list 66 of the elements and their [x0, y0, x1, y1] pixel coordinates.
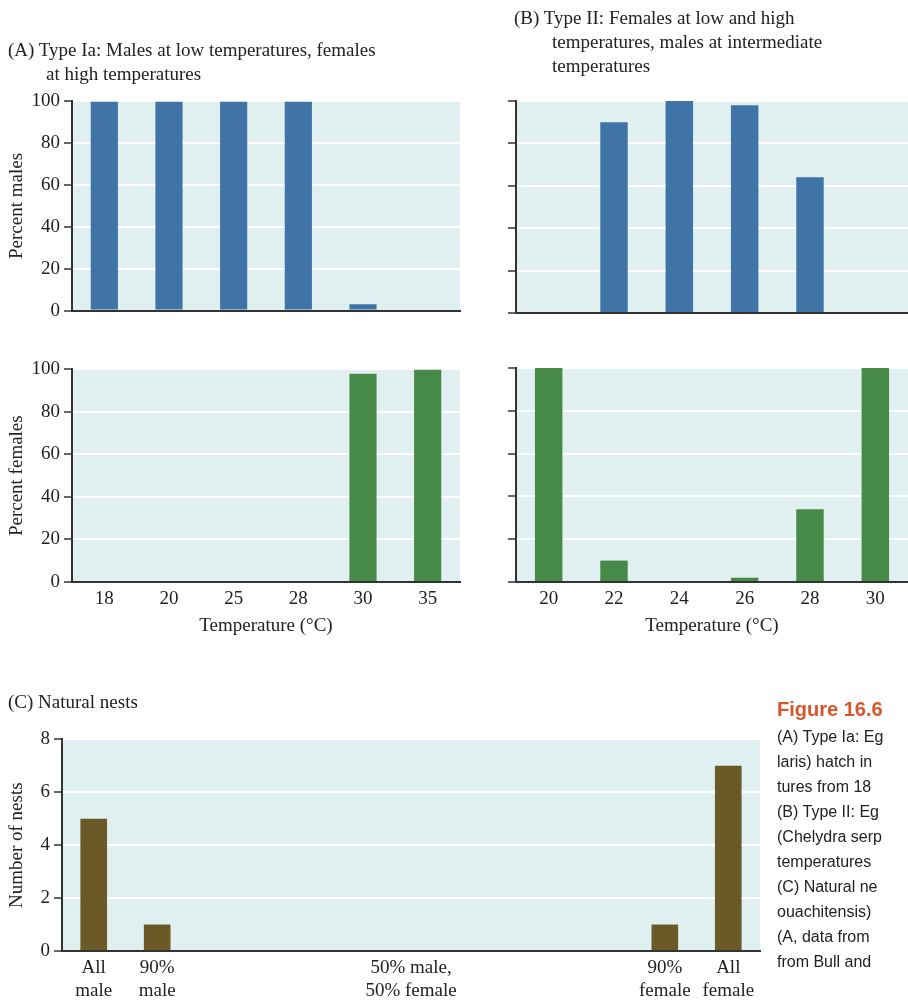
y-tick-label: 0 — [50, 569, 60, 591]
x-axis-title: Temperature (°C) — [199, 613, 333, 636]
bar — [143, 924, 171, 950]
text: (C) Natural ne — [777, 877, 879, 897]
x-tick-label: 90% female — [638, 956, 691, 1001]
text: (B) Type II: Eg — [777, 802, 880, 822]
x-tick-label: 28 — [800, 587, 820, 609]
bar — [600, 560, 628, 581]
x-tick-label: 90% male — [138, 956, 176, 1001]
x-tick-label: 22 — [604, 587, 624, 609]
chart-title: (C) Natural nests — [8, 690, 139, 714]
x-tick-label: All male — [75, 956, 113, 1001]
bar — [730, 577, 759, 581]
x-axis-title: Temperature (°C) — [645, 613, 779, 636]
y-tick-label: 20 — [41, 527, 60, 549]
text: temperatures — [777, 852, 873, 872]
text: tures from 18 — [777, 777, 873, 797]
x-tick-label: 50% male, 50% female — [365, 956, 457, 1001]
text: (Chelydra serp — [777, 827, 883, 847]
y-tick-label: 8 — [40, 727, 50, 749]
x-tick-label: 30 — [353, 587, 373, 609]
bar — [796, 509, 824, 581]
bar — [714, 765, 742, 950]
x-tick-label: 25 — [224, 587, 244, 609]
y-tick-label: 100 — [31, 89, 60, 111]
y-tick-label: 60 — [41, 442, 60, 464]
bar — [600, 122, 628, 312]
y-tick-label: 80 — [41, 399, 60, 421]
y-tick-label: 20 — [41, 256, 60, 278]
bar — [534, 368, 563, 581]
x-tick-label: 30 — [865, 587, 885, 609]
bar — [80, 818, 108, 950]
x-tick-label: 26 — [735, 587, 755, 609]
y-tick-label: 4 — [40, 833, 51, 855]
text: laris) hatch in — [777, 752, 874, 772]
text: from Bull and — [777, 952, 873, 972]
caption: Figure 16.6 — [777, 697, 884, 722]
y-axis-title: Percent females — [5, 415, 27, 537]
x-tick-label: 35 — [418, 587, 438, 609]
y-tick-label: 0 — [50, 298, 60, 320]
y-tick-label: 100 — [31, 357, 60, 379]
y-tick-label: 2 — [40, 886, 50, 908]
y-tick-label: 40 — [41, 214, 60, 236]
y-tick-label: 80 — [41, 131, 60, 153]
y-axis-title: Number of nests — [5, 782, 27, 908]
bar — [861, 368, 890, 581]
y-tick-label: 60 — [41, 173, 60, 195]
y-tick-label: 0 — [40, 938, 50, 960]
y-tick-label: 40 — [41, 484, 60, 506]
x-tick-label: 20 — [159, 587, 179, 609]
x-tick-label: 24 — [669, 587, 690, 609]
y-tick-label: 6 — [40, 780, 50, 802]
bar — [730, 105, 759, 312]
text: (A) Type Ia: Eg — [777, 727, 885, 747]
chart-title: (B) Type II: Females at low and high temperatures, males at intermediate temperatures — [514, 6, 824, 78]
bar — [665, 101, 694, 312]
text: (A, data from — [777, 927, 871, 947]
x-tick-label: 18 — [94, 587, 114, 609]
x-tick-label: 28 — [288, 587, 308, 609]
y-axis-title: Percent males — [5, 152, 27, 260]
bar — [651, 924, 679, 950]
text: ouachitensis) — [777, 902, 873, 922]
chart-title: (A) Type Ia: Males at low temperatures, females at high temperatures — [8, 38, 377, 86]
bar — [796, 177, 824, 312]
x-tick-label: All female — [702, 956, 755, 1001]
x-tick-label: 20 — [539, 587, 559, 609]
